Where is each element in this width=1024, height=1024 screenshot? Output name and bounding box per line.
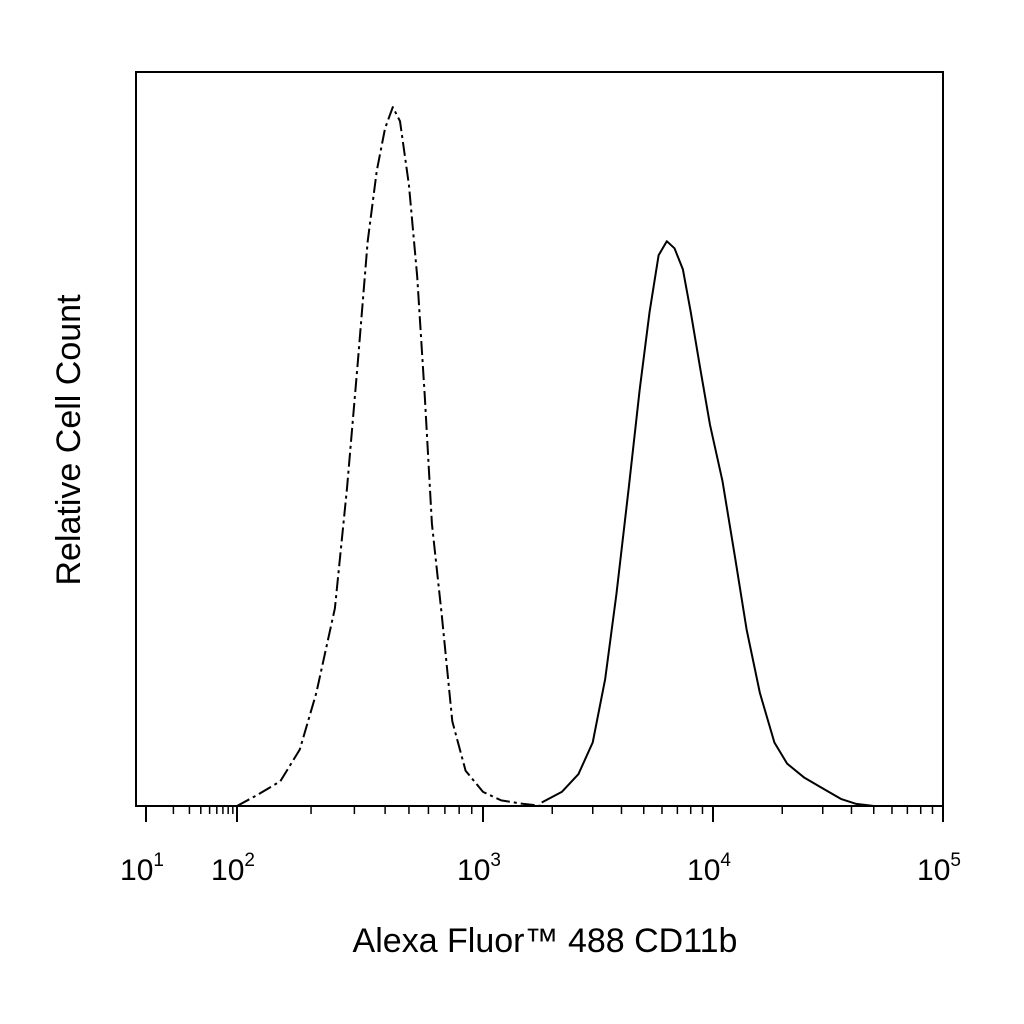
- x-tick-labels: 101 102 103 104 105: [120, 850, 961, 887]
- series-layer: [236, 106, 874, 807]
- series-solid-line: [541, 240, 874, 807]
- y-axis-title: Relative Cell Count: [50, 294, 88, 586]
- x-axis-title: Alexa Fluor™ 488 CD11b: [353, 922, 738, 960]
- x-tick-label: 104: [687, 850, 731, 887]
- series-dashed-line: [236, 106, 542, 807]
- x-tick-label: 101: [120, 850, 164, 887]
- x-tick-label: 103: [457, 850, 501, 887]
- x-tick-label: 105: [917, 850, 961, 887]
- x-tick-label: 102: [211, 850, 255, 887]
- x-major-ticks: [145, 806, 944, 822]
- x-minor-ticks: [172, 806, 934, 814]
- plot-frame: [135, 71, 944, 807]
